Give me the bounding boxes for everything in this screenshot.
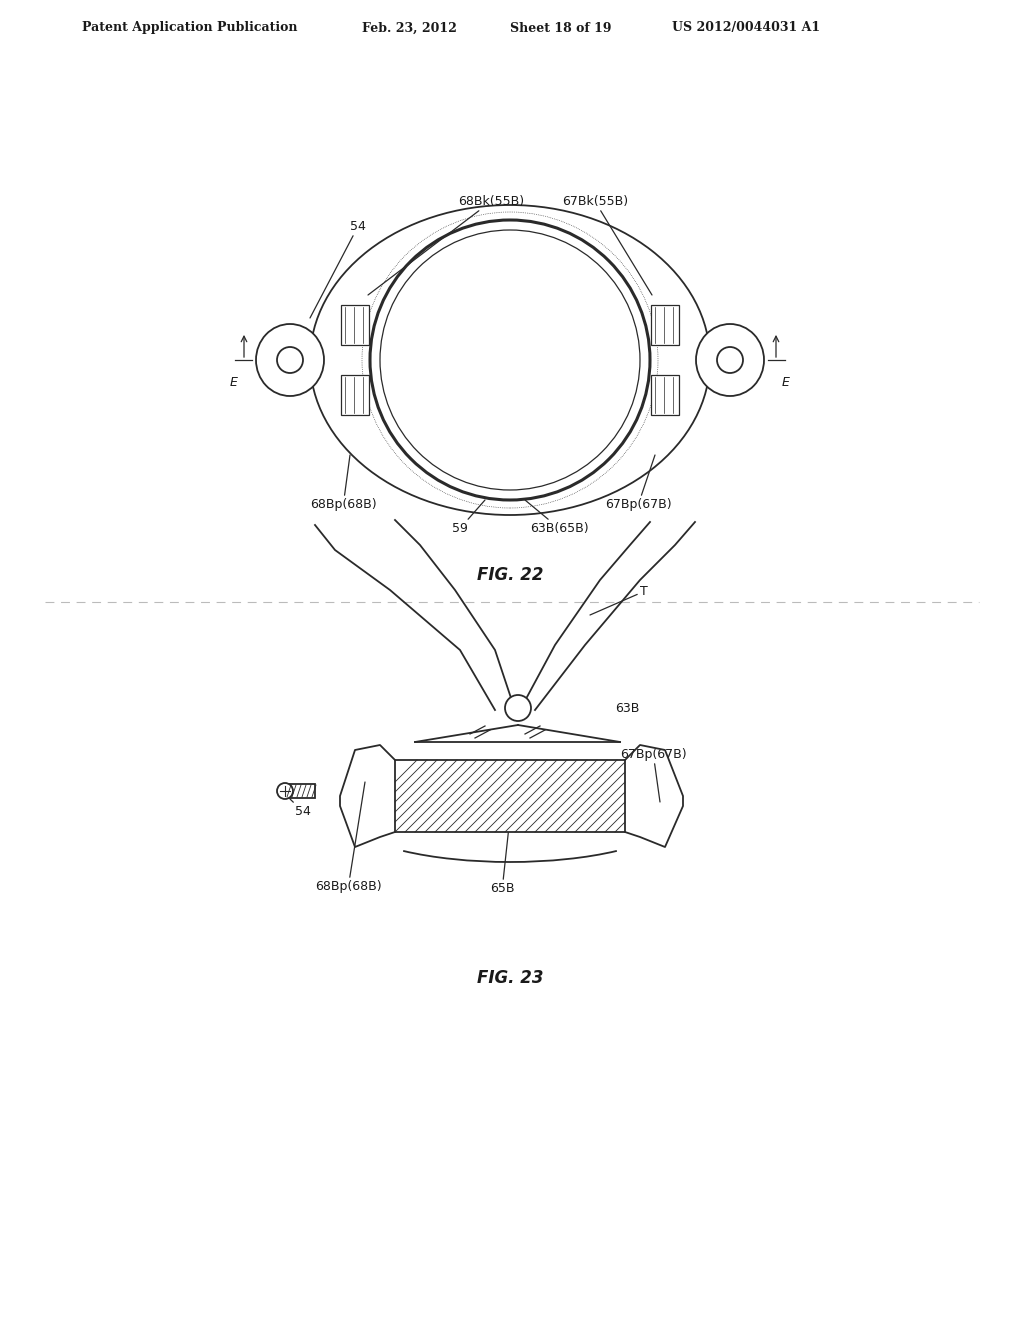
Ellipse shape [256,323,324,396]
Ellipse shape [717,347,743,374]
Text: 68Bp(68B): 68Bp(68B) [310,455,377,511]
Ellipse shape [278,347,303,374]
Bar [395,760,625,832]
Text: 67Bp(67B): 67Bp(67B) [620,748,687,803]
Text: 67Bp(67B): 67Bp(67B) [605,455,672,511]
Bar [651,305,679,345]
Bar [341,305,369,345]
Text: 63B: 63B [615,701,639,714]
Text: T: T [590,585,648,615]
Text: Sheet 18 of 19: Sheet 18 of 19 [510,21,611,34]
Text: Patent Application Publication: Patent Application Publication [82,21,298,34]
Text: FIG. 22: FIG. 22 [477,566,544,583]
Text: 68Bp(68B): 68Bp(68B) [315,781,382,894]
Ellipse shape [278,783,293,799]
Text: 68Bk(55B): 68Bk(55B) [368,195,524,294]
Text: E: E [230,376,238,389]
Text: E: E [782,376,790,389]
Text: 54: 54 [290,799,311,818]
Text: 63B(65B): 63B(65B) [525,500,589,535]
Bar [651,375,679,414]
Bar [395,760,625,832]
Ellipse shape [696,323,764,396]
Bar [341,375,369,414]
Bar [285,784,315,799]
Ellipse shape [505,696,531,721]
Text: 59: 59 [452,500,485,535]
Text: 67Bk(55B): 67Bk(55B) [562,195,652,294]
Text: 54: 54 [310,220,366,318]
Text: 65B: 65B [490,817,514,895]
Text: FIG. 23: FIG. 23 [477,969,544,987]
Text: Feb. 23, 2012: Feb. 23, 2012 [362,21,457,34]
Text: US 2012/0044031 A1: US 2012/0044031 A1 [672,21,820,34]
